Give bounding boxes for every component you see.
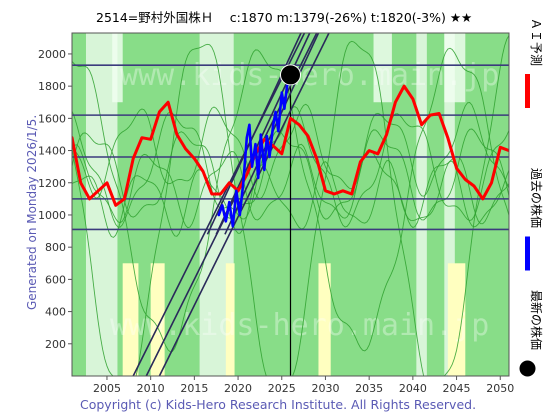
y-tick-label: 400 [45,306,66,319]
y-tick-label: 800 [45,241,66,254]
trend-line [158,33,330,376]
watermark-text: www.kids-hero.main.jp [110,308,489,343]
trend-line [132,33,306,376]
legend-label: 最新の株価 [529,290,544,350]
y-tick-label: 1400 [38,145,66,158]
current-price-marker [280,64,301,86]
light-band [416,33,427,376]
cycle-curve [72,35,509,376]
x-tick-label: 2005 [93,382,121,395]
generated-date-note: Generated on Monday 2026/1/5. [25,115,39,310]
light-patch [112,33,123,103]
x-tick-label: 2010 [137,382,165,395]
x-tick-label: 2015 [180,382,208,395]
x-tick-label: 2045 [443,382,471,395]
y-tick-label: 200 [45,338,66,351]
y-tick-label: 600 [45,273,66,286]
x-tick-label: 2040 [399,382,427,395]
x-tick-label: 2050 [486,382,514,395]
x-tick-label: 2030 [311,382,339,395]
y-tick-label: 1200 [38,177,66,190]
x-tick-label: 2025 [268,382,296,395]
y-tick-label: 1600 [38,112,66,125]
plot-frame [71,32,510,377]
legend-swatch [519,360,536,377]
legend-label: 過去の株価 [529,168,544,228]
series-lines [72,73,509,228]
yellow-band [318,263,331,376]
yellow-band [122,263,139,376]
yellow-band [225,263,235,376]
light-patch [444,33,466,103]
forecast-line [72,84,509,207]
chart-title: 2514=野村外国株Ｈ c:1870 m:1379(-26%) t:1820(-… [96,10,472,25]
light-band [444,33,455,376]
x-tick-label: 2020 [224,382,252,395]
past-price-line [217,73,292,228]
y-tick-label: 1000 [38,209,66,222]
legend-label: ＡＩ予測 [529,18,543,66]
trend-line [145,33,318,376]
current-marker-group [280,64,301,86]
y-axis-ticks: 200 400 600 800 1000 1200 1400 1600 1800 2000 [38,48,72,351]
legend-swatch [525,236,530,271]
x-tick-label: 2035 [355,382,383,395]
yellow-band [447,263,466,376]
light-patch [373,33,392,103]
y-tick-label: 2000 [38,48,66,61]
plot-area: www.kids-hero.main.jp www.kids-hero.main… [71,32,510,377]
copyright-text: Copyright (c) Kids-Hero Research Institu… [80,397,476,412]
legend-swatch [525,74,530,108]
y-tick-label: 1800 [38,80,66,93]
x-axis-ticks: 2005 2010 2015 2020 2025 2030 2035 2040 2045 2050 [93,376,514,395]
